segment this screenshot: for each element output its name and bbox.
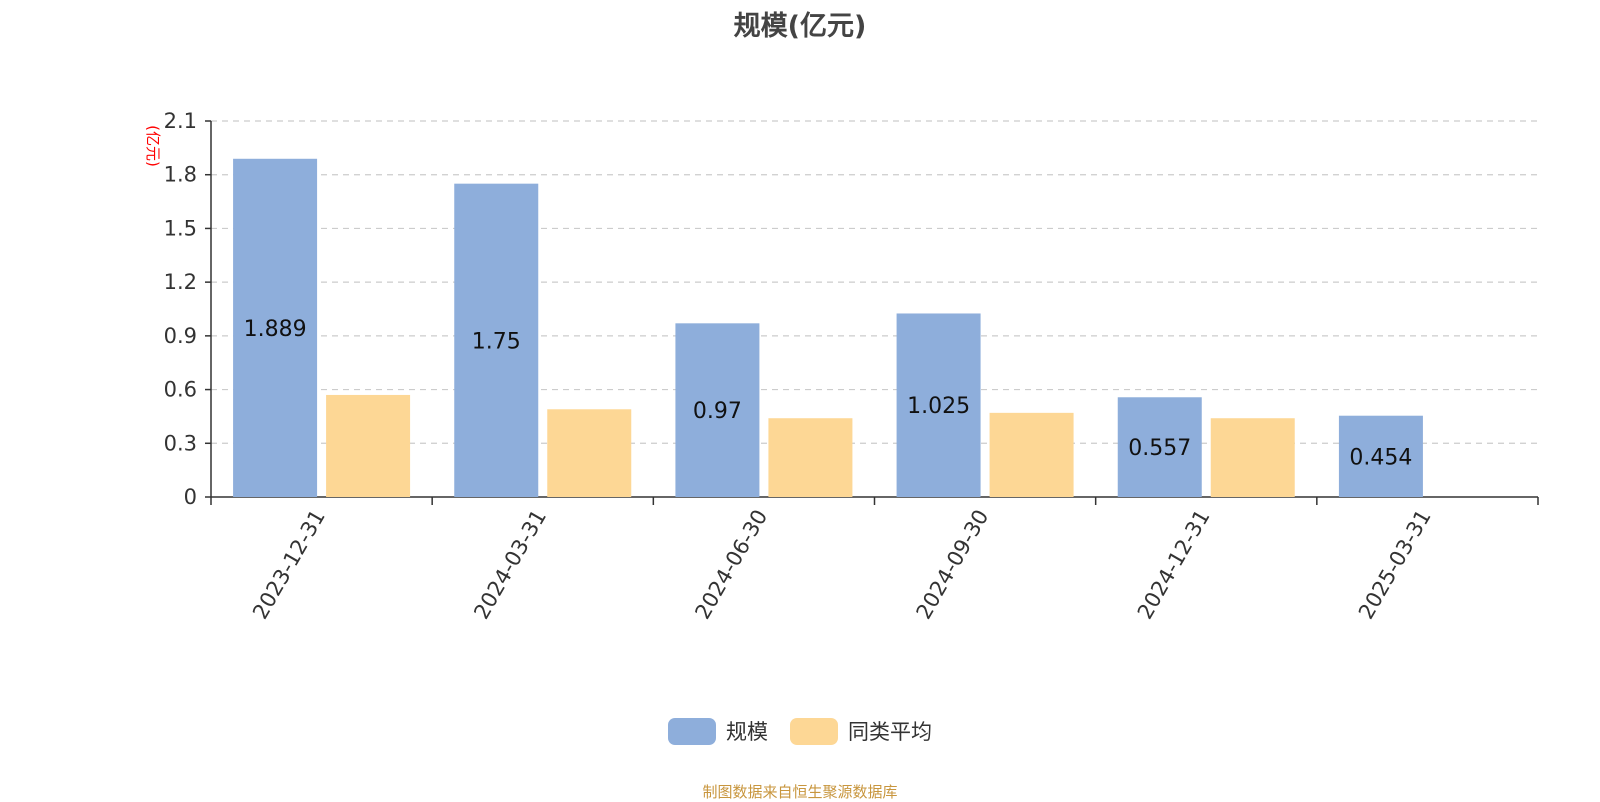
y-tick-label: 0 — [184, 485, 197, 509]
y-tick-label: 0.9 — [164, 324, 197, 348]
x-tick-label: 2024-09-30 — [912, 505, 994, 623]
bar-scale — [1338, 415, 1423, 497]
legend-swatch-scale — [668, 717, 716, 745]
y-axis-unit-label: (亿元) — [144, 125, 162, 167]
legend-swatch-peer-average — [790, 717, 838, 745]
y-tick-label: 1.8 — [164, 163, 197, 187]
chart-title: 规模(亿元) — [733, 11, 867, 42]
chart-legend: 规模 同类平均 — [0, 716, 1600, 746]
bar-scale — [675, 323, 760, 497]
bar-peer-average — [547, 409, 632, 497]
bar-scale — [233, 158, 318, 497]
y-tick-label: 2.1 — [164, 109, 197, 133]
bar-scale-data-label: 1.75 — [472, 329, 521, 354]
x-tick-label: 2023-12-31 — [248, 506, 330, 624]
bar-peer-average — [768, 418, 853, 497]
bar-peer-average — [989, 412, 1074, 497]
bar-scale — [896, 313, 981, 497]
x-tick-label: 2024-12-31 — [1133, 506, 1215, 624]
x-tick-label: 2024-06-30 — [690, 506, 772, 624]
bar-scale-data-label: 1.889 — [244, 317, 307, 342]
bar-scale-data-label: 0.97 — [693, 399, 742, 424]
bar-scale — [454, 183, 539, 497]
y-tick-label: 0.6 — [164, 378, 197, 402]
bar-scale — [1117, 397, 1202, 497]
bar-scale-data-label: 1.025 — [907, 394, 970, 419]
x-tick-label: 2025-03-31 — [1354, 506, 1436, 624]
legend-item-scale[interactable]: 规模 — [668, 716, 768, 746]
y-tick-label: 0.3 — [164, 431, 197, 455]
chart-plot: 0 0.3 0.6 0.9 1.2 1.5 1.8 2.1(亿元) 1.889 2023-12-3… — [144, 109, 1539, 624]
bar-peer-average — [326, 394, 411, 497]
y-tick-label: 1.5 — [164, 216, 197, 240]
bar-scale-data-label: 0.557 — [1128, 436, 1191, 461]
x-tick-label: 2024-03-31 — [469, 506, 551, 624]
legend-label-peer-average: 同类平均 — [848, 720, 932, 744]
source-note: 制图数据来自恒生聚源数据库 — [702, 783, 898, 801]
legend-label-scale: 规模 — [726, 720, 768, 744]
y-tick-label: 1.2 — [164, 270, 197, 294]
legend-item-peer-average[interactable]: 同类平均 — [790, 716, 932, 746]
bar-scale-data-label: 0.454 — [1349, 445, 1412, 470]
bar-peer-average — [1210, 418, 1295, 497]
